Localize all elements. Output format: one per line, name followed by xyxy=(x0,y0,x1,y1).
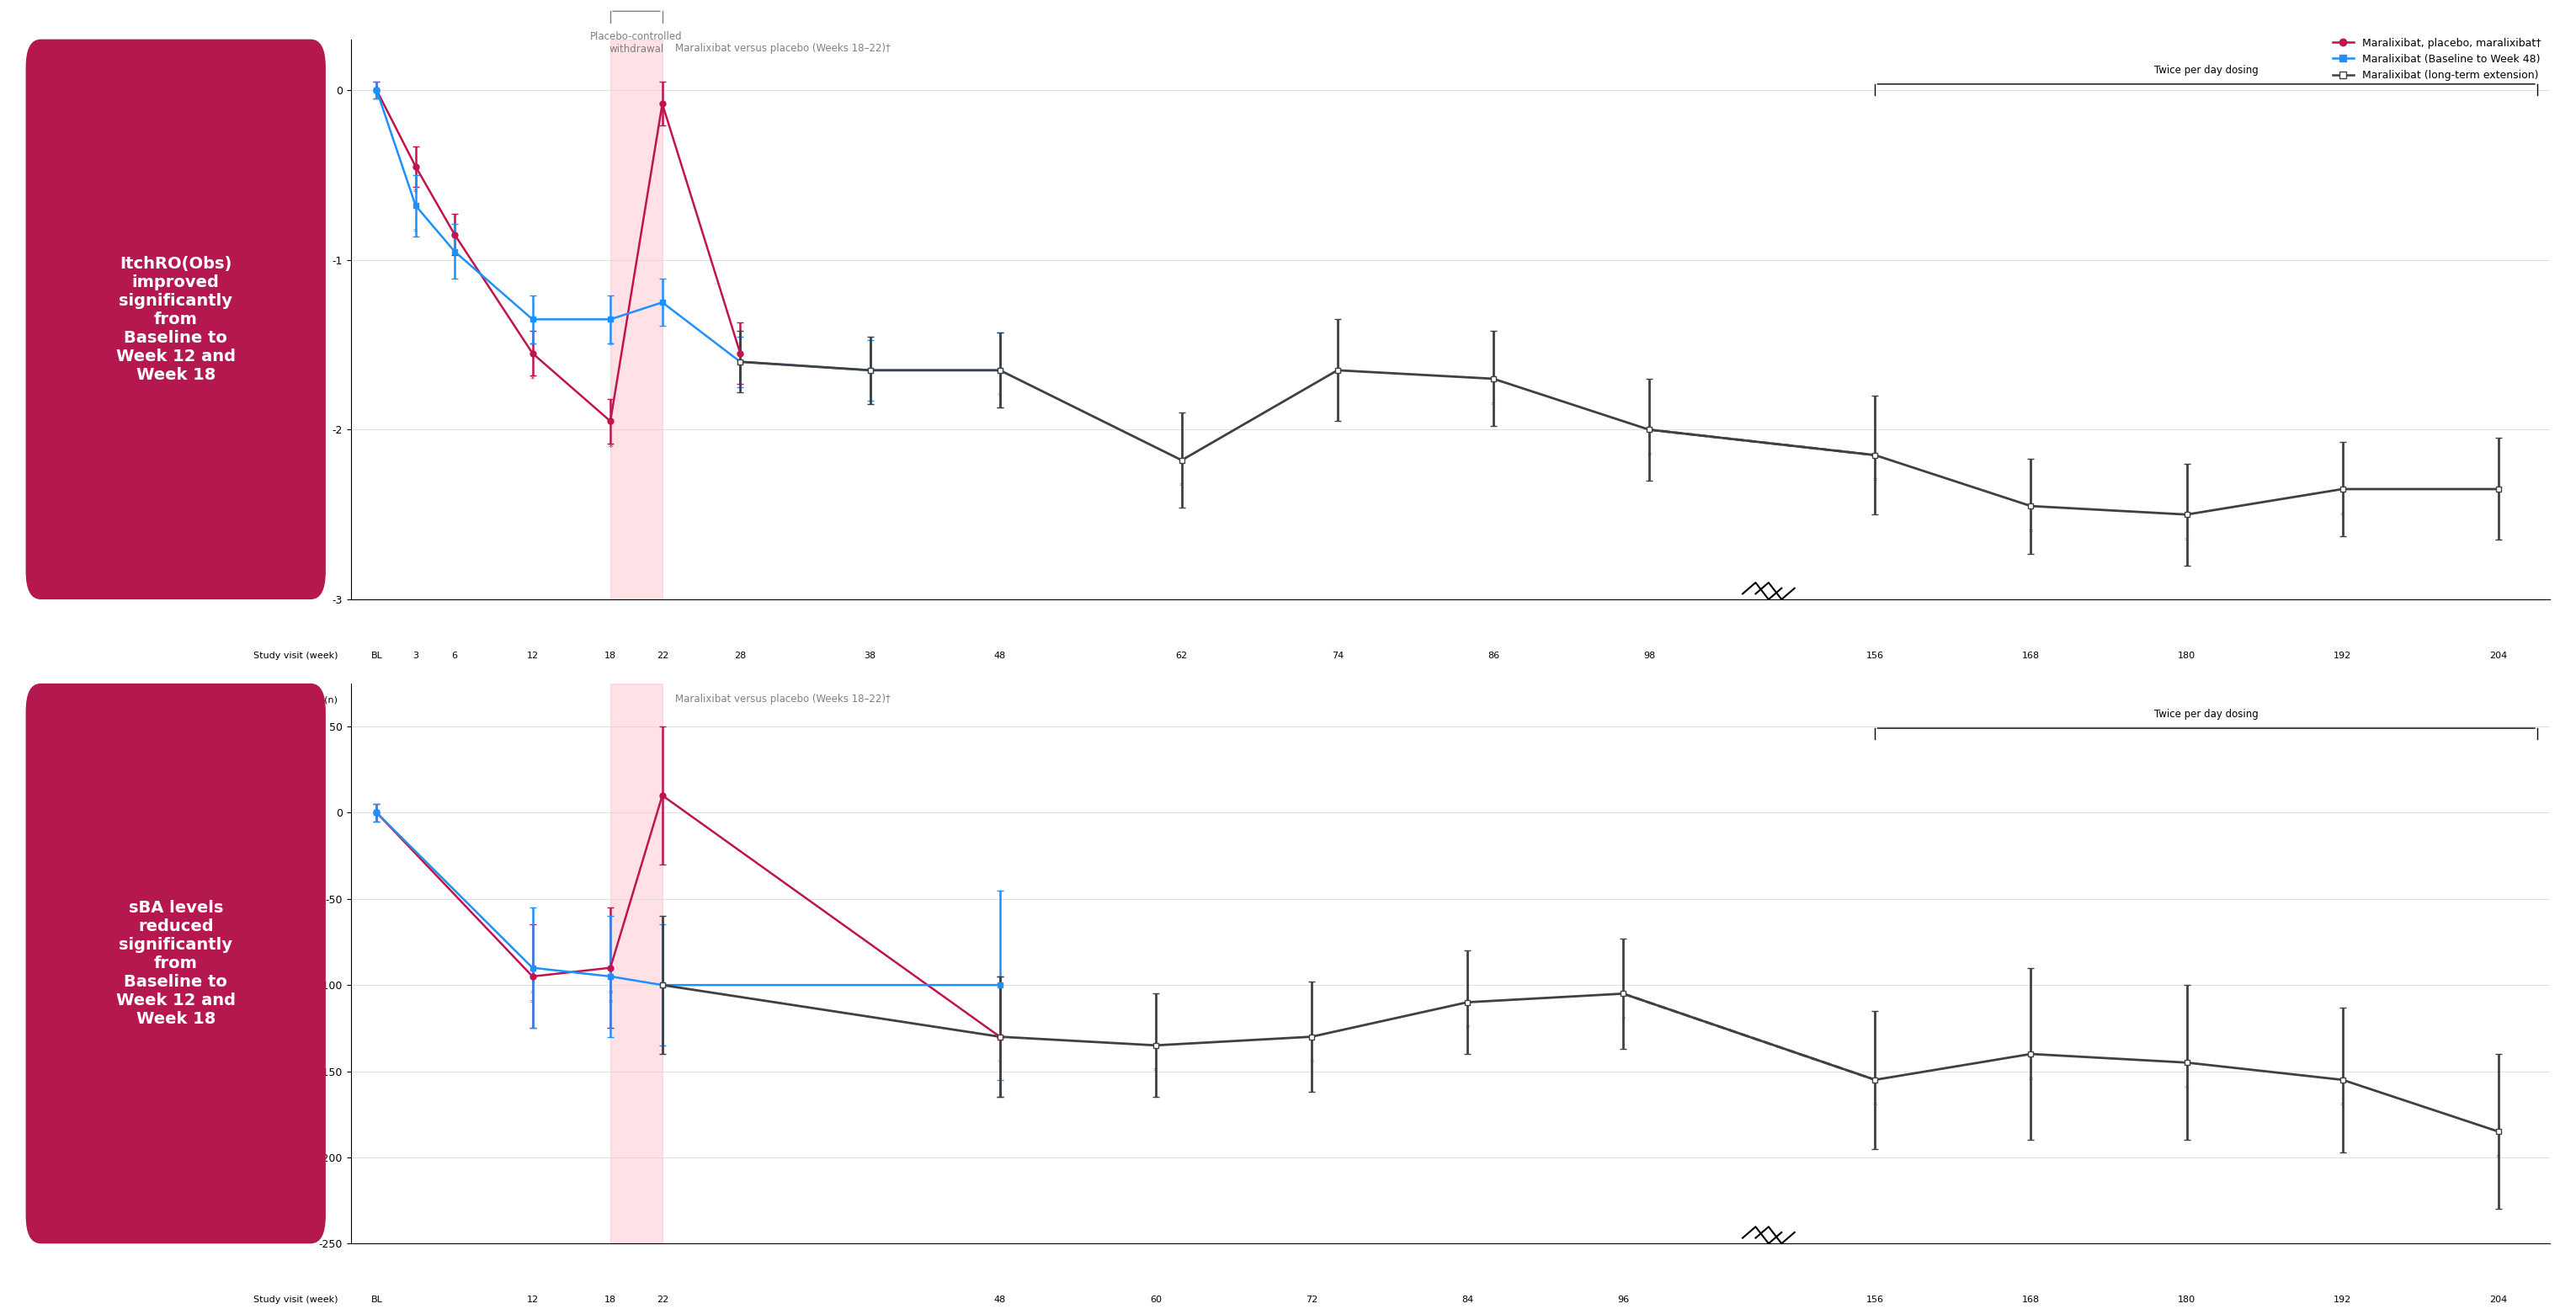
Text: 204: 204 xyxy=(2488,651,2506,660)
Text: 60: 60 xyxy=(1149,1296,1162,1304)
Text: 13: 13 xyxy=(1643,696,1654,704)
Text: 28: 28 xyxy=(734,651,747,660)
Text: *: * xyxy=(1466,1025,1471,1033)
Text: 12: 12 xyxy=(2336,696,2349,704)
Text: BL: BL xyxy=(371,1296,381,1304)
Text: 84: 84 xyxy=(1461,1296,1473,1304)
Text: 22: 22 xyxy=(657,651,667,660)
Text: BL: BL xyxy=(371,651,381,660)
Y-axis label: Mean change in total sBA
from baseline, μmol/L (SE): Mean change in total sBA from baseline, … xyxy=(289,894,312,1033)
Text: Study visit (week): Study visit (week) xyxy=(252,651,337,660)
Text: *: * xyxy=(1620,1016,1625,1025)
FancyBboxPatch shape xyxy=(26,683,325,1244)
Text: 168: 168 xyxy=(2022,651,2040,660)
Text: 74: 74 xyxy=(1332,651,1345,660)
Text: *: * xyxy=(1309,1059,1314,1068)
Text: 72: 72 xyxy=(1306,1296,1316,1304)
Text: *: * xyxy=(997,1059,1002,1068)
Text: 13: 13 xyxy=(1175,696,1188,704)
Text: *: * xyxy=(531,999,536,1007)
Text: *: * xyxy=(1492,401,1497,410)
Text: *: * xyxy=(1646,452,1651,461)
Text: 18: 18 xyxy=(605,1296,616,1304)
Text: 3: 3 xyxy=(412,651,417,660)
Text: 192: 192 xyxy=(2334,1296,2352,1304)
Text: 98: 98 xyxy=(1643,651,1656,660)
Text: *: * xyxy=(1180,483,1185,491)
Text: Maralixibat versus placebo (Weeks 18–22)†: Maralixibat versus placebo (Weeks 18–22)… xyxy=(675,694,891,704)
Text: *: * xyxy=(412,188,417,198)
Text: Twice per day dosing: Twice per day dosing xyxy=(2154,708,2259,720)
Text: 156: 156 xyxy=(1865,651,1883,660)
Text: 31: 31 xyxy=(448,696,461,704)
Bar xyxy=(611,683,662,1244)
Text: 18: 18 xyxy=(605,651,616,660)
Text: *: * xyxy=(2184,1085,2190,1093)
Text: 12: 12 xyxy=(526,651,538,660)
Text: 29: 29 xyxy=(605,696,616,704)
Text: *: * xyxy=(2027,1076,2032,1085)
Text: 28: 28 xyxy=(734,696,747,704)
Text: 180: 180 xyxy=(2177,1296,2195,1304)
Text: *: * xyxy=(608,342,613,351)
Text: sBA levels
reduced
significantly
from
Baseline to
Week 12 and
Week 18: sBA levels reduced significantly from Ba… xyxy=(116,899,234,1028)
Text: 48: 48 xyxy=(994,1296,1005,1304)
Text: 11: 11 xyxy=(1332,696,1345,704)
Text: Twice per day dosing: Twice per day dosing xyxy=(2154,64,2259,76)
Text: 156: 156 xyxy=(1865,1296,1883,1304)
Text: *: * xyxy=(2339,1102,2344,1110)
Y-axis label: Mean change in ItchRO[Obs]
from baseline (SE): Mean change in ItchRO[Obs] from baseline… xyxy=(301,243,327,395)
Text: 28: 28 xyxy=(994,696,1005,704)
Text: *: * xyxy=(608,999,613,1007)
Text: *: * xyxy=(2027,529,2032,537)
Text: *: * xyxy=(608,444,613,452)
Text: ItchRO(Obs)
improved
significantly
from
Baseline to
Week 12 and
Week 18: ItchRO(Obs) improved significantly from … xyxy=(116,255,234,384)
Text: 14: 14 xyxy=(1486,696,1499,704)
Text: Study visit (week): Study visit (week) xyxy=(252,1296,337,1304)
Text: 62: 62 xyxy=(1175,651,1188,660)
Text: 168: 168 xyxy=(2022,1296,2040,1304)
Text: 180: 180 xyxy=(2177,651,2195,660)
Text: 14: 14 xyxy=(2494,696,2504,704)
Text: *: * xyxy=(2184,537,2190,546)
Text: 192: 192 xyxy=(2334,651,2352,660)
Text: *: * xyxy=(1154,1068,1159,1076)
Text: *: * xyxy=(2339,512,2344,520)
Text: 13: 13 xyxy=(2025,696,2038,704)
FancyBboxPatch shape xyxy=(26,39,325,600)
Text: 6: 6 xyxy=(451,651,459,660)
Bar xyxy=(611,39,662,600)
Text: 31: 31 xyxy=(371,696,384,704)
Text: *: * xyxy=(1873,1102,1878,1110)
Text: Maralixibat versus placebo (Weeks 18–22)†: Maralixibat versus placebo (Weeks 18–22)… xyxy=(675,43,891,54)
Text: 31: 31 xyxy=(410,696,422,704)
Text: 86: 86 xyxy=(1486,651,1499,660)
Text: *: * xyxy=(2496,1155,2501,1162)
Text: 204: 204 xyxy=(2488,1296,2506,1304)
Legend: Maralixibat, placebo, maralixibat†, Maralixibat (Baseline to Week 48), Maralixib: Maralixibat, placebo, maralixibat†, Mara… xyxy=(2329,33,2545,85)
Text: *: * xyxy=(412,228,417,237)
Text: 29: 29 xyxy=(526,696,538,704)
Text: *: * xyxy=(531,342,536,351)
Text: *: * xyxy=(531,376,536,384)
Text: *: * xyxy=(608,990,613,999)
Text: Placebo-controlled
withdrawal: Placebo-controlled withdrawal xyxy=(590,31,683,55)
Text: 38: 38 xyxy=(863,651,876,660)
Text: 48: 48 xyxy=(994,651,1005,660)
Text: 96: 96 xyxy=(1618,1296,1628,1304)
Text: *: * xyxy=(531,990,536,999)
Text: 11: 11 xyxy=(1870,696,1880,704)
Text: Participants (n): Participants (n) xyxy=(265,696,337,704)
Text: 28: 28 xyxy=(657,696,667,704)
Text: 22: 22 xyxy=(657,1296,667,1304)
Text: 11: 11 xyxy=(2182,696,2192,704)
Text: 29: 29 xyxy=(863,696,876,704)
Text: 12: 12 xyxy=(526,1296,538,1304)
Text: *: * xyxy=(997,393,1002,401)
Text: *: * xyxy=(1873,478,1878,486)
